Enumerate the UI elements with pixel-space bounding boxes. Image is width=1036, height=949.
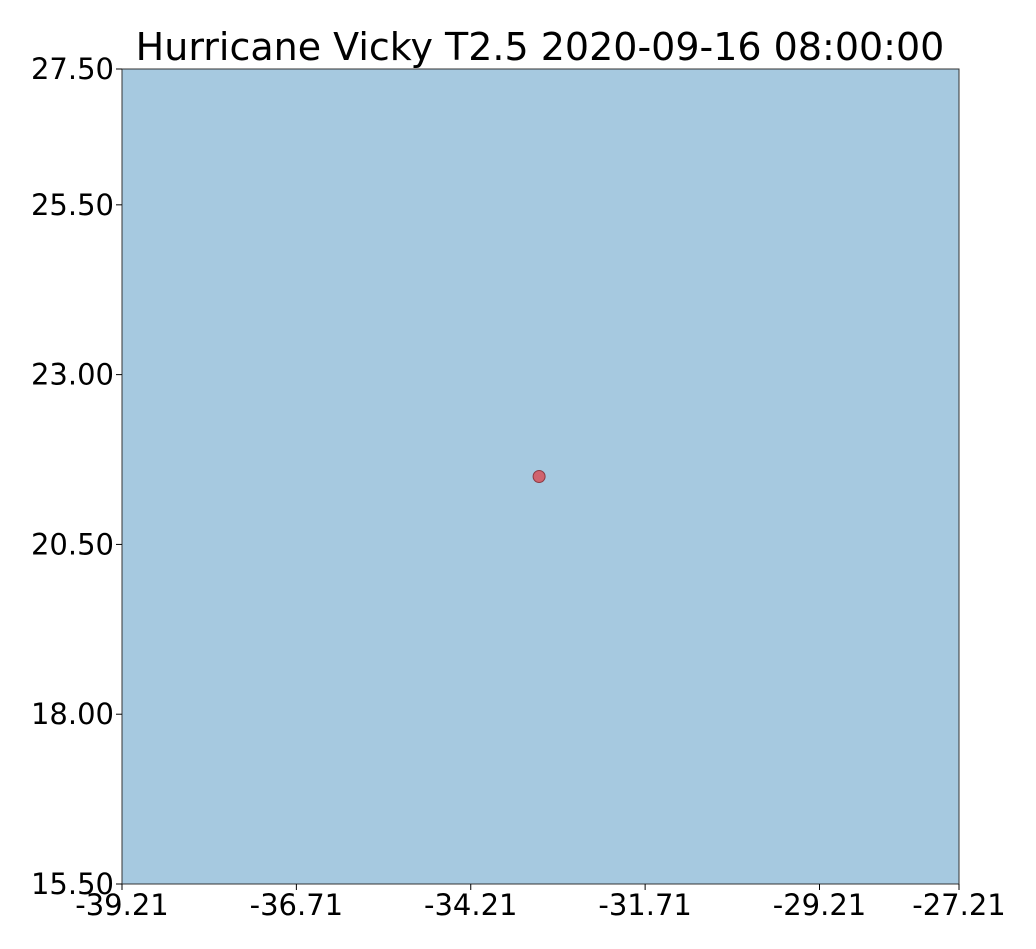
x-tick-label: -39.21 [75,888,169,922]
storm-position-layer [532,470,546,483]
x-tick-label: -31.71 [598,888,692,922]
x-tick-label: -34.21 [424,888,518,922]
map-title: Hurricane Vicky T2.5 2020-09-16 08:00:00 [136,25,945,69]
y-tick-label: 23.00 [31,358,114,392]
y-tick-label: 15.50 [31,867,114,901]
longitude-axis: -39.21 -36.71 -34.21 -31.71 -29.21 -27.21 [75,884,1006,922]
y-tick-label: 27.50 [31,52,114,86]
y-tick-label: 18.00 [31,697,114,731]
y-tick-label: 25.50 [31,188,114,222]
y-tick-label: 20.50 [31,527,114,561]
x-tick-label: -27.21 [912,888,1006,922]
x-tick-label: -36.71 [250,888,344,922]
latitude-axis: 15.50 18.00 20.50 23.00 25.50 27.50 [31,52,122,901]
x-tick-label: -29.21 [773,888,867,922]
storm-center-point [532,470,546,483]
